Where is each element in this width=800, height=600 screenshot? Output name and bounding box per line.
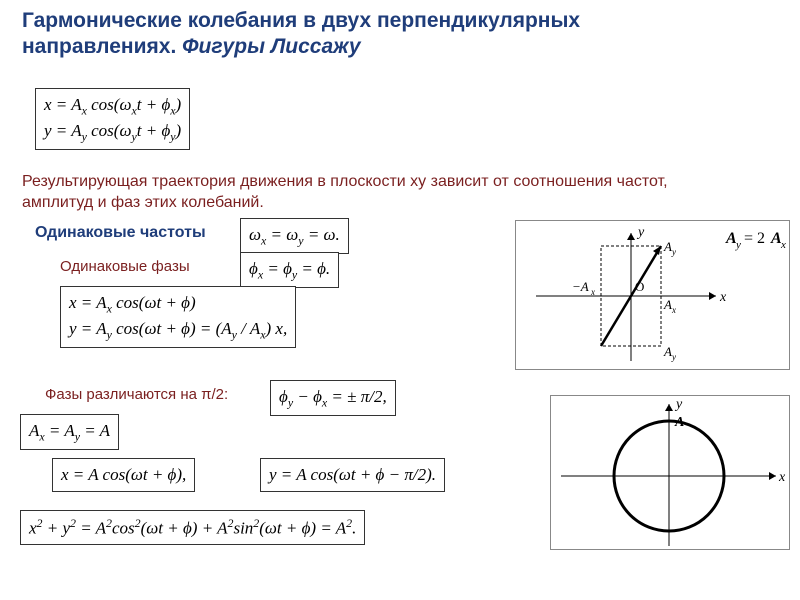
eq-y-line: y = Ay cos(ωt + ϕ) = (Ay / Ax) x, [69, 319, 287, 338]
svg-text:x: x [719, 290, 727, 305]
svg-text:O: O [635, 279, 644, 294]
label-phase-diff: Фазы различаются на π/2: [45, 386, 228, 403]
svg-text:y: y [671, 352, 676, 362]
svg-text:= 2: = 2 [744, 230, 765, 247]
eq-same-frequency: ωx = ωy = ω. [240, 218, 349, 254]
svg-text:A: A [663, 297, 672, 312]
eq-phase-diff: ϕy − ϕx = ± π/2, [270, 380, 396, 416]
svg-text:A: A [674, 415, 684, 430]
eq-same-phase: ϕx = ϕy = ϕ. [240, 252, 339, 288]
eq-amplitude-equal: Ax = Ay = A [20, 414, 119, 450]
diagram-circle-trajectory: y x A [550, 395, 790, 550]
title-italic: Фигуры Лиссажу [182, 35, 360, 58]
svg-text:y: y [735, 239, 741, 251]
eq-xy-same-phase: x = Ax cos(ωt + ϕ) y = Ay cos(ωt + ϕ) = … [60, 286, 296, 348]
eq-main-y: y = Ay cos(ωyt + ϕy) [44, 121, 181, 140]
svg-text:x: x [590, 287, 595, 297]
svg-text:x: x [778, 470, 786, 485]
eq-main-system: x = Ax cos(ωxt + ϕx) y = Ay cos(ωyt + ϕy… [35, 88, 190, 150]
diagram1-svg: y x O A y A y A x −A x A y = 2 A x [516, 221, 791, 371]
diagram-line-trajectory: y x O A y A y A x −A x A y = 2 A x [515, 220, 790, 370]
svg-text:x: x [780, 239, 786, 251]
svg-text:y: y [671, 247, 676, 257]
eq-circle-identity: x2 + y2 = A2cos2(ωt + ϕ) + A2sin2(ωt + ϕ… [20, 510, 365, 545]
eq-main-x: x = Ax cos(ωxt + ϕx) [44, 95, 181, 114]
label-same-phase: Одинаковые фазы [60, 258, 190, 275]
diagram2-svg: y x A [551, 396, 791, 551]
svg-text:x: x [671, 305, 676, 315]
slide-title: Гармонические колебания в двух перпендик… [22, 8, 778, 61]
eq-x-line: x = Ax cos(ωt + ϕ) [69, 293, 196, 312]
label-same-frequency: Одинаковые частоты [35, 224, 206, 242]
svg-text:y: y [674, 397, 683, 412]
paragraph-text: Результирующая траектория движения в пло… [22, 173, 668, 211]
svg-text:A: A [663, 344, 672, 359]
title-line2: направлениях. [22, 35, 182, 58]
eq-y-phi: y = A cos(ωt + ϕ − π/2). [260, 458, 445, 492]
svg-text:−A: −A [572, 279, 589, 294]
eq-x-phi: x = A cos(ωt + ϕ), [52, 458, 195, 492]
paragraph-trajectory: Результирующая траектория движения в пло… [22, 172, 722, 214]
title-line1: Гармонические колебания в двух перпендик… [22, 9, 580, 32]
svg-text:y: y [636, 225, 645, 240]
svg-text:A: A [663, 239, 672, 254]
